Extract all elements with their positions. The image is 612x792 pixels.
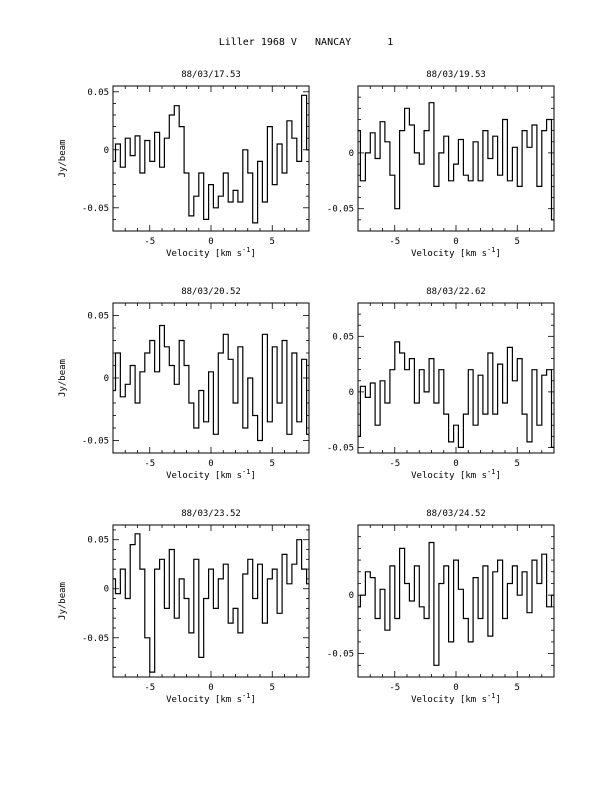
x-axis-label: Velocity [km s-1] [166, 468, 256, 481]
y-tick-label: 0.05 [332, 332, 354, 342]
y-tick-label: 0 [104, 146, 109, 156]
spectrum-trace [358, 541, 554, 666]
spectrum-trace [113, 533, 309, 673]
x-tick-label: -5 [144, 237, 155, 247]
y-tick-label: -0.05 [327, 650, 354, 660]
x-tick-label: 5 [515, 683, 520, 693]
y-tick-label: 0 [349, 149, 354, 159]
y-tick-label: 0.05 [87, 536, 109, 546]
x-tick-label: 0 [453, 459, 458, 469]
panel-title: 88/03/20.52 [181, 287, 241, 297]
panel-title: 88/03/19.53 [426, 70, 486, 80]
page-title: Liller 1968 V NANCAY 1 [0, 37, 612, 48]
y-tick-label: 0 [349, 388, 354, 398]
x-axis-label: Velocity [km s-1] [411, 692, 501, 705]
y-axis-label: Jy/beam [58, 582, 68, 620]
x-axis-label: Velocity [km s-1] [166, 692, 256, 705]
panel-title: 88/03/24.52 [426, 509, 486, 519]
x-tick-label: 0 [453, 683, 458, 693]
x-tick-label: -5 [389, 237, 400, 247]
x-tick-label: -5 [389, 683, 400, 693]
x-axis-label: Velocity [km s-1] [411, 468, 501, 481]
y-tick-label: -0.05 [327, 205, 354, 215]
plot-frame [112, 302, 310, 454]
title-page-number: 1 [387, 37, 394, 48]
x-axis-label: Velocity [km s-1] [166, 246, 256, 259]
x-tick-label: 0 [208, 459, 213, 469]
y-axis-label: Jy/beam [58, 359, 68, 397]
y-tick-label: 0 [104, 585, 109, 595]
x-tick-label: 5 [515, 237, 520, 247]
x-tick-label: 5 [270, 683, 275, 693]
x-tick-label: 5 [270, 237, 275, 247]
y-tick-label: -0.05 [82, 634, 109, 644]
y-tick-label: 0.05 [87, 312, 109, 322]
y-tick-label: -0.05 [327, 443, 354, 453]
y-tick-label: -0.05 [82, 204, 109, 214]
x-tick-label: -5 [144, 459, 155, 469]
x-axis-label: Velocity [km s-1] [411, 246, 501, 259]
x-tick-label: -5 [144, 683, 155, 693]
plot-frame [357, 302, 555, 454]
plot-frame [357, 524, 555, 678]
x-tick-label: 5 [270, 459, 275, 469]
spectrum-trace [113, 94, 309, 224]
plot-frame [112, 85, 310, 232]
x-tick-label: 0 [208, 237, 213, 247]
spectrum-panel-4: 88/03/22.62 -5 0 5 -0.05 0 0.05 Velocity [km s-… [327, 287, 555, 481]
title-telescope: NANCAY [315, 37, 352, 48]
spectrum-trace [358, 102, 554, 221]
y-tick-label: 0 [104, 374, 109, 384]
x-tick-label: 0 [453, 237, 458, 247]
spectrum-panel-3: 88/03/20.52 -5 0 5 -0.05 0 0.05 Velocity [km s-… [58, 287, 310, 481]
panel-title: 88/03/17.53 [181, 70, 241, 80]
y-tick-label: 0 [349, 591, 354, 601]
plot-frame [112, 524, 310, 678]
y-tick-label: -0.05 [82, 437, 109, 447]
y-tick-label: 0.05 [87, 88, 109, 98]
spectrum-trace [358, 341, 554, 448]
panel-title: 88/03/22.62 [426, 287, 486, 297]
plot-frame [357, 85, 555, 232]
spectrum-trace [113, 324, 309, 442]
y-axis-label: Jy/beam [58, 140, 68, 178]
x-tick-label: -5 [389, 459, 400, 469]
spectrum-panel-5: 88/03/23.52 -5 0 5 -0.05 0 0.05 Velocity [km s-… [58, 509, 310, 705]
title-object: Liller 1968 V [218, 37, 297, 48]
x-tick-label: 5 [515, 459, 520, 469]
panel-title: 88/03/23.52 [181, 509, 241, 519]
x-tick-label: 0 [208, 683, 213, 693]
spectrum-panel-1: 88/03/17.53 -5 0 5 -0.05 0 0.05 Velocity [km s-… [58, 70, 310, 259]
